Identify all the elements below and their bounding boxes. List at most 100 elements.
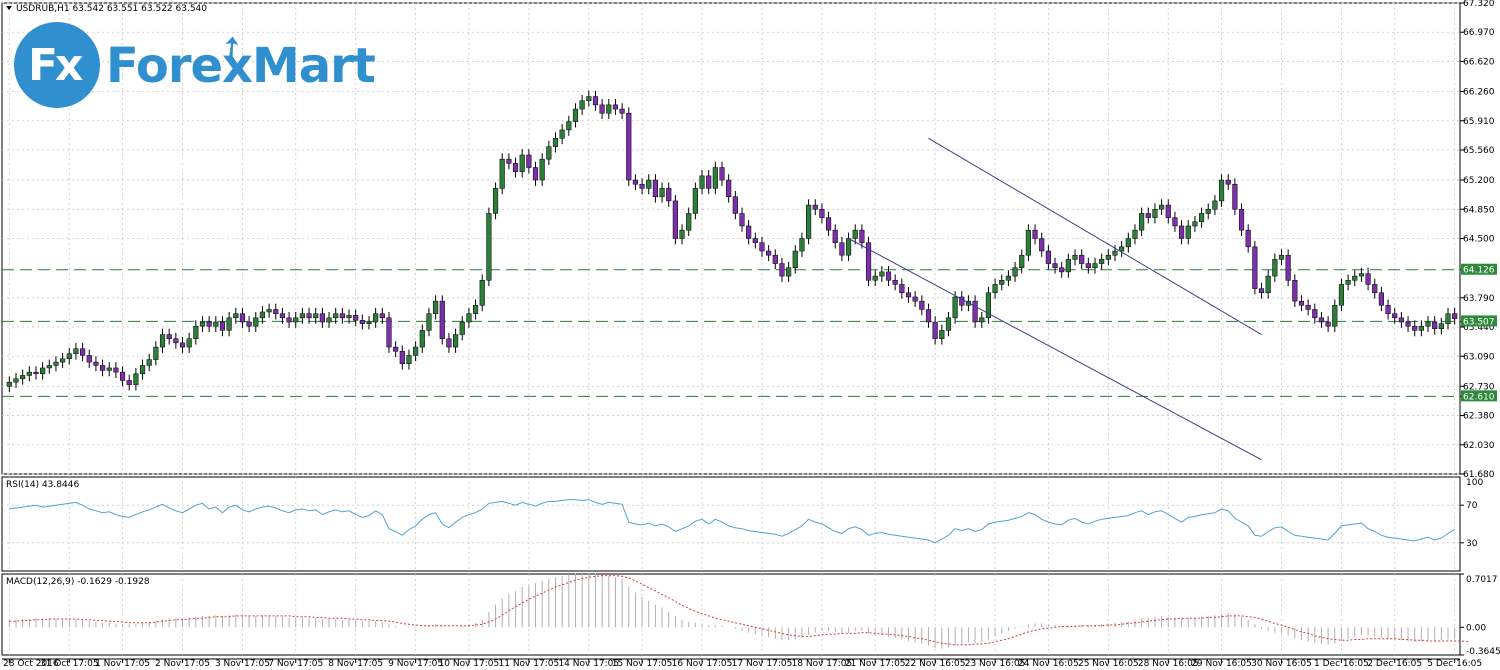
candle-body	[766, 250, 772, 256]
candle-body	[1052, 263, 1058, 268]
rsi-line	[9, 499, 1455, 544]
symbol-title: USDRUB,H1 63.542 63.551 63.522 63.540	[16, 4, 207, 14]
candle-body	[1112, 250, 1118, 256]
candle-body	[519, 154, 525, 172]
price-tick-label: 62.030	[1463, 441, 1495, 451]
candle-body	[1345, 280, 1351, 285]
candle-body	[1232, 183, 1238, 210]
candle-body	[1372, 284, 1378, 294]
trend-channel-line	[928, 137, 1262, 335]
candle-body	[792, 250, 798, 268]
candle-body	[879, 271, 885, 277]
candle-body	[1312, 309, 1318, 319]
candle-body	[1072, 254, 1078, 260]
candle-body	[632, 179, 639, 185]
candle-body	[905, 292, 912, 298]
candle-body	[53, 361, 59, 366]
candle-body	[413, 346, 419, 356]
candle-body	[499, 158, 505, 189]
candle-body	[359, 320, 365, 324]
candle-body	[346, 315, 352, 319]
candle-body	[979, 317, 985, 323]
candle-body	[1212, 200, 1218, 210]
x-tick-label: 9 Nov 17:05	[388, 659, 443, 669]
x-tick-label: 29 Nov 16:05	[1191, 659, 1252, 669]
candle-body	[806, 204, 812, 239]
candle-body	[659, 188, 665, 197]
candle-body	[86, 355, 92, 363]
candle-body	[872, 275, 878, 281]
candle-body	[706, 175, 712, 189]
candle-body	[80, 348, 86, 356]
candle-body	[952, 296, 958, 319]
candle-body	[1298, 300, 1305, 306]
candle-body	[1272, 259, 1278, 277]
candle-body	[93, 361, 99, 366]
macd-tick-label: 0.00	[1466, 623, 1486, 633]
candle-body	[306, 313, 312, 319]
x-tick-label: 15 Nov 17:05	[612, 659, 673, 669]
candle-body	[1225, 179, 1231, 185]
candle-body	[666, 188, 672, 202]
candle-body	[592, 96, 599, 106]
candle-body	[492, 188, 499, 214]
candle-body	[1398, 317, 1404, 323]
candle-body	[1205, 209, 1211, 214]
candle-body	[1192, 221, 1198, 227]
rsi-tick-label: 30	[1466, 539, 1478, 549]
candle-body	[672, 200, 678, 239]
candle-body	[1412, 325, 1418, 331]
x-tick-label: 16 Nov 17:05	[672, 659, 733, 669]
candle-body	[739, 213, 745, 227]
candle-body	[326, 317, 332, 323]
candle-body	[646, 179, 652, 189]
candle-body	[712, 167, 718, 189]
candle-body	[1278, 254, 1285, 260]
candle-body	[333, 313, 339, 319]
candle-body	[33, 371, 39, 375]
candle-body	[219, 321, 226, 331]
candle-body	[286, 317, 292, 323]
candle-body	[1445, 313, 1451, 324]
price-tick-label: 63.440	[1463, 323, 1495, 333]
candle-body	[719, 167, 725, 181]
price-level-label: 63.507	[1463, 317, 1495, 327]
candle-body	[1125, 238, 1131, 248]
candle-body	[599, 104, 605, 114]
candle-body	[1119, 246, 1125, 252]
x-tick-label: 28 Oct 2016	[3, 659, 59, 669]
candle-body	[759, 242, 765, 252]
candle-body	[772, 254, 778, 264]
candle-body	[472, 305, 479, 314]
candle-body	[159, 334, 166, 348]
candle-body	[786, 267, 792, 277]
macd-title: MACD(12,26,9) -0.1629 -0.1928	[6, 577, 150, 587]
candle-body	[539, 158, 545, 181]
candle-body	[60, 358, 66, 363]
candle-body	[1159, 204, 1165, 210]
candle-body	[1332, 305, 1338, 327]
x-tick-label: 30 Nov 16:05	[1251, 659, 1312, 669]
candle-body	[1145, 213, 1151, 218]
candle-body	[992, 284, 998, 294]
candle-body	[566, 121, 572, 131]
candle-body	[825, 217, 832, 231]
candle-body	[146, 359, 152, 366]
candle-body	[506, 158, 512, 164]
x-tick-label: 5 Dec 16:05	[1427, 659, 1482, 669]
candle-body	[419, 330, 425, 348]
x-tick-label: 2 Dec 16:05	[1367, 659, 1422, 669]
candle-body	[1392, 313, 1398, 319]
candle-body	[512, 163, 519, 172]
candle-body	[586, 96, 592, 101]
rsi-tick-label: 70	[1466, 501, 1478, 511]
x-tick-label: 7 Nov 17:05	[268, 659, 323, 669]
price-level-badge	[1461, 263, 1497, 275]
candle-body	[399, 350, 405, 365]
candle-body	[1325, 321, 1331, 327]
fx-logo-icon	[14, 22, 100, 108]
candle-body	[1285, 254, 1291, 281]
candle-body	[919, 300, 925, 310]
candle-body	[1152, 209, 1158, 218]
candle-body	[999, 280, 1005, 285]
